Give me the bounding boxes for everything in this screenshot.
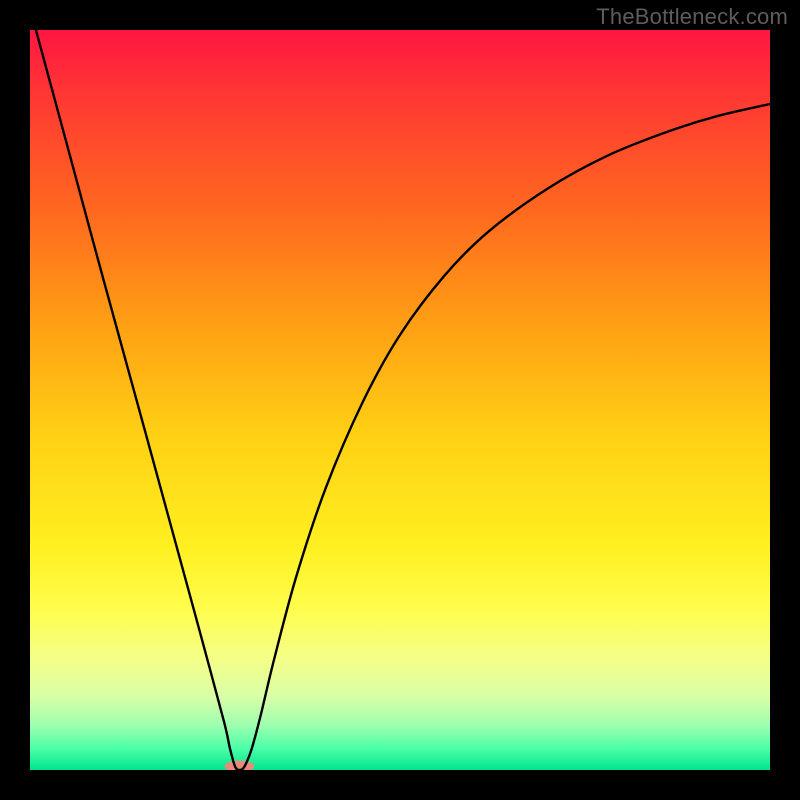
- bottleneck-curve-chart: [30, 30, 770, 770]
- watermark-text: TheBottleneck.com: [596, 4, 788, 30]
- chart-plot: [30, 30, 770, 770]
- chart-frame: TheBottleneck.com: [0, 0, 800, 800]
- chart-background: [30, 30, 770, 770]
